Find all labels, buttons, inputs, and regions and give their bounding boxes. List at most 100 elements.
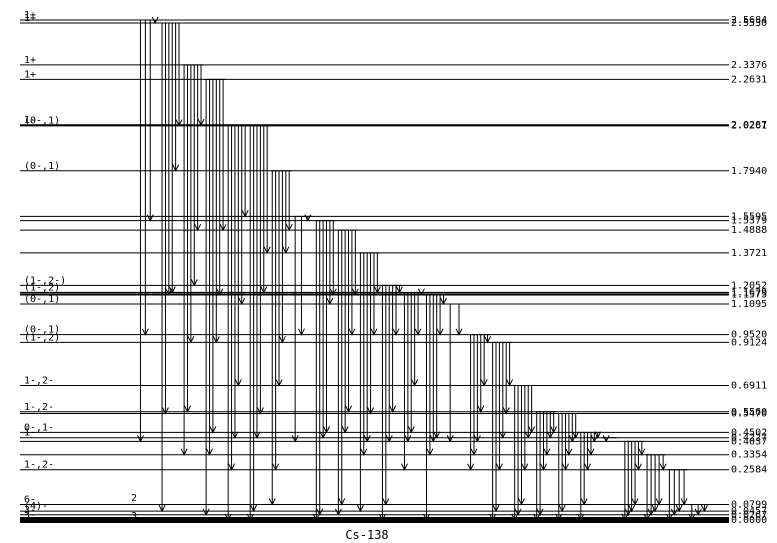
- arrow-head: [675, 504, 683, 513]
- level-energy-label: 2.2631: [731, 74, 767, 85]
- arrow-head: [389, 405, 397, 413]
- level-energy-label: 2.3376: [731, 60, 767, 71]
- arrow-head: [577, 513, 585, 522]
- arrow-head: [345, 405, 352, 413]
- arrow-head: [426, 448, 434, 456]
- arrow-head: [202, 508, 210, 516]
- level-lines: [20, 19, 729, 523]
- arrow-head: [528, 426, 536, 434]
- level-spin-label: 3-: [24, 510, 36, 521]
- level-spin-label: (0-,1): [24, 116, 60, 127]
- arrow-head: [401, 463, 408, 471]
- level-spin-label: (0-,1): [24, 161, 60, 172]
- arrow-head: [647, 508, 655, 516]
- level-spin-label: 1+: [24, 69, 36, 80]
- arrow-head: [550, 426, 558, 434]
- level-spin-label: 1-: [24, 428, 36, 439]
- arrow-head: [514, 508, 522, 516]
- level-energy-label: 0.2584: [731, 465, 767, 476]
- arrow-head: [238, 297, 246, 306]
- arrow-head: [446, 435, 454, 443]
- arrow-head: [197, 118, 205, 127]
- arrow-head: [275, 379, 283, 387]
- arrow-head: [161, 407, 169, 415]
- arrow-head: [404, 435, 412, 443]
- arrow-head: [467, 463, 475, 471]
- level-spin-label: 1+: [24, 10, 36, 21]
- arrow-head: [250, 504, 258, 513]
- level-energy-label: 1.1679: [731, 288, 767, 299]
- arrow-head: [158, 504, 166, 513]
- arrow-head: [688, 513, 696, 522]
- level-spin-label: 6-: [24, 494, 36, 505]
- arrow-head: [643, 513, 651, 522]
- arrow-head: [628, 504, 636, 513]
- arrow-head: [168, 286, 176, 294]
- arrow-head: [151, 16, 159, 25]
- arrow-head: [209, 426, 217, 434]
- arrow-head: [651, 504, 659, 513]
- level-energy-label: 1.7940: [731, 166, 767, 177]
- level-energy-label: 1.5379: [731, 216, 767, 227]
- arrow-head: [436, 328, 444, 336]
- level-energy-label: 0.0799: [731, 499, 767, 510]
- arrow-head: [268, 498, 276, 506]
- arrow-head: [360, 448, 368, 456]
- arrow-head: [511, 513, 519, 522]
- level-energy-label: 1.1095: [731, 299, 767, 310]
- arrow-head: [194, 223, 202, 232]
- level-spin-label: 1+: [24, 13, 36, 24]
- level-energy-label: 1.4888: [731, 225, 767, 236]
- arrow-head: [326, 297, 334, 306]
- arrow-head: [316, 508, 324, 516]
- arrow-head: [278, 336, 286, 344]
- arrow-head: [382, 498, 390, 506]
- level-labels: 2.56841+2.55301+2.33761+2.26311+2.02871-…: [24, 10, 767, 526]
- arrow-head: [694, 508, 702, 516]
- arrow-head: [543, 448, 551, 456]
- side-label-top: 2: [131, 493, 137, 504]
- arrow-head: [562, 463, 569, 471]
- arrow-head: [370, 328, 378, 336]
- arrow-head: [392, 328, 400, 336]
- arrow-head: [634, 463, 642, 471]
- arrow-head: [423, 513, 430, 522]
- arrow-head: [655, 498, 663, 506]
- arrow-head: [312, 513, 320, 522]
- arrow-head: [429, 435, 437, 443]
- arrow-head: [495, 463, 503, 471]
- arrow-head: [291, 435, 299, 443]
- level-energy-label: 2.5684: [731, 15, 767, 26]
- level-energy-label: 0.4227: [731, 433, 767, 444]
- arrow-head: [584, 463, 592, 471]
- arrow-head: [356, 504, 364, 513]
- level-spin-label: (1-,2): [24, 332, 60, 343]
- arrow-head: [319, 431, 327, 439]
- arrow-head: [638, 448, 646, 456]
- level-energy-label: 2.0261: [731, 121, 767, 132]
- level-energy-label: 1.1575: [731, 290, 767, 301]
- arrow-head: [665, 513, 673, 522]
- arrow-head: [298, 328, 305, 336]
- arrow-head: [540, 463, 547, 471]
- arrow-head: [219, 223, 227, 232]
- level-energy-label: 0.9520: [731, 330, 767, 341]
- arrow-head: [141, 328, 149, 336]
- arrow-head: [602, 435, 610, 443]
- arrow-head: [580, 498, 588, 506]
- arrow-head: [631, 498, 639, 506]
- arrow-head: [334, 508, 342, 516]
- arrow-head: [624, 508, 632, 516]
- arrow-head: [533, 513, 541, 522]
- arrow-head: [175, 119, 183, 127]
- level-spin-label: 1-,2-: [24, 375, 54, 386]
- arrow-head: [184, 405, 191, 413]
- level-energy-label: 2.0287: [731, 120, 767, 131]
- arrow-head: [521, 463, 529, 471]
- arrow-head: [395, 286, 403, 294]
- level-energy-label: 0.5560: [731, 407, 767, 418]
- arrow-head: [285, 223, 293, 232]
- level-spin-label: (0-,1): [24, 325, 60, 336]
- arrow-head: [524, 431, 532, 439]
